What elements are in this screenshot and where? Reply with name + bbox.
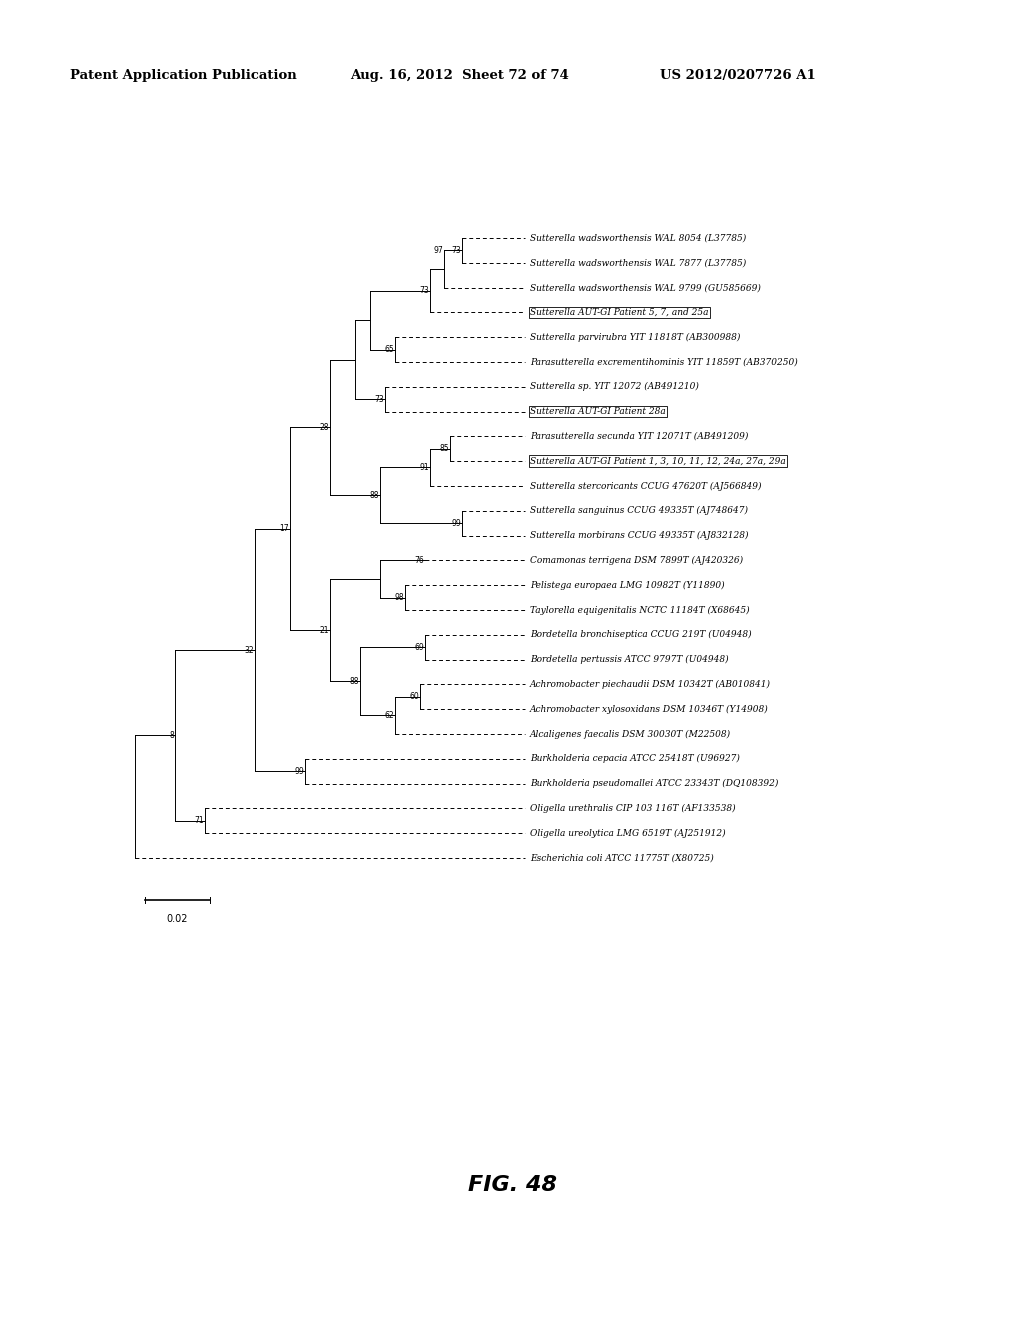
Text: 88: 88 (349, 677, 359, 686)
Text: 71: 71 (195, 816, 204, 825)
Text: 91: 91 (420, 463, 429, 471)
Text: FIG. 48: FIG. 48 (468, 1175, 556, 1195)
Text: 32: 32 (245, 645, 254, 655)
Text: 85: 85 (439, 445, 449, 453)
Text: 28: 28 (319, 422, 329, 432)
Text: 73: 73 (374, 395, 384, 404)
Text: 0.02: 0.02 (167, 913, 188, 924)
Text: 60: 60 (410, 692, 419, 701)
Text: 88: 88 (370, 491, 379, 500)
Text: 99: 99 (294, 767, 304, 776)
Text: Sutterella sanguinus CCUG 49335T (AJ748647): Sutterella sanguinus CCUG 49335T (AJ7486… (530, 507, 748, 515)
Text: 17: 17 (280, 524, 289, 533)
Text: 62: 62 (384, 711, 394, 719)
Text: Sutterella wadsworthensis WAL 8054 (L37785): Sutterella wadsworthensis WAL 8054 (L377… (530, 234, 746, 243)
Text: Parasutterella secunda YIT 12071T (AB491209): Parasutterella secunda YIT 12071T (AB491… (530, 432, 749, 441)
Text: Achromobacter xylosoxidans DSM 10346T (Y14908): Achromobacter xylosoxidans DSM 10346T (Y… (530, 705, 769, 714)
Text: US 2012/0207726 A1: US 2012/0207726 A1 (660, 69, 816, 82)
Text: Bordetella bronchiseptica CCUG 219T (U04948): Bordetella bronchiseptica CCUG 219T (U04… (530, 630, 752, 639)
Text: Burkholderia pseudomallei ATCC 23343T (DQ108392): Burkholderia pseudomallei ATCC 23343T (D… (530, 779, 778, 788)
Text: Taylorella equigenitalis NCTC 11184T (X68645): Taylorella equigenitalis NCTC 11184T (X6… (530, 606, 750, 615)
Text: Parasutterella excrementihominis YIT 11859T (AB370250): Parasutterella excrementihominis YIT 118… (530, 358, 798, 367)
Text: Alcaligenes faecalis DSM 30030T (M22508): Alcaligenes faecalis DSM 30030T (M22508) (530, 730, 731, 739)
Text: 99: 99 (452, 519, 461, 528)
Text: 21: 21 (319, 626, 329, 635)
Text: Bordetella pertussis ATCC 9797T (U04948): Bordetella pertussis ATCC 9797T (U04948) (530, 655, 729, 664)
Text: Sutterella parvirubra YIT 11818T (AB300988): Sutterella parvirubra YIT 11818T (AB3009… (530, 333, 740, 342)
Text: Escherichia coli ATCC 11775T (X80725): Escherichia coli ATCC 11775T (X80725) (530, 854, 714, 862)
Text: Sutterella stercoricants CCUG 47620T (AJ566849): Sutterella stercoricants CCUG 47620T (AJ… (530, 482, 762, 491)
Text: Sutterella wadsworthensis WAL 9799 (GU585669): Sutterella wadsworthensis WAL 9799 (GU58… (530, 282, 761, 292)
Text: Patent Application Publication: Patent Application Publication (70, 69, 297, 82)
Text: 73: 73 (419, 286, 429, 296)
Text: Oligella urethralis CIP 103 116T (AF133538): Oligella urethralis CIP 103 116T (AF1335… (530, 804, 735, 813)
Text: Sutterella AUT-GI Patient 28a: Sutterella AUT-GI Patient 28a (530, 407, 666, 416)
Text: Comamonas terrigena DSM 7899T (AJ420326): Comamonas terrigena DSM 7899T (AJ420326) (530, 556, 743, 565)
Text: Aug. 16, 2012  Sheet 72 of 74: Aug. 16, 2012 Sheet 72 of 74 (350, 69, 569, 82)
Text: 76: 76 (415, 556, 424, 565)
Text: Sutterella AUT-GI Patient 5, 7, and 25a: Sutterella AUT-GI Patient 5, 7, and 25a (530, 308, 709, 317)
Text: Achromobacter piechaudii DSM 10342T (AB010841): Achromobacter piechaudii DSM 10342T (AB0… (530, 680, 771, 689)
Text: Sutterella AUT-GI Patient 1, 3, 10, 11, 12, 24a, 27a, 29a: Sutterella AUT-GI Patient 1, 3, 10, 11, … (530, 457, 785, 466)
Text: Oligella ureolytica LMG 6519T (AJ251912): Oligella ureolytica LMG 6519T (AJ251912) (530, 829, 726, 838)
Text: Burkholderia cepacia ATCC 25418T (U96927): Burkholderia cepacia ATCC 25418T (U96927… (530, 754, 740, 763)
Text: 97: 97 (433, 246, 443, 255)
Text: Sutterella wadsworthensis WAL 7877 (L37785): Sutterella wadsworthensis WAL 7877 (L377… (530, 259, 746, 267)
Text: 8: 8 (169, 731, 174, 741)
Text: 65: 65 (384, 345, 394, 354)
Text: Sutterella sp. YIT 12072 (AB491210): Sutterella sp. YIT 12072 (AB491210) (530, 383, 698, 391)
Text: Sutterella morbirans CCUG 49335T (AJ832128): Sutterella morbirans CCUG 49335T (AJ8321… (530, 531, 749, 540)
Text: 98: 98 (394, 593, 404, 602)
Text: 69: 69 (415, 643, 424, 652)
Text: 73: 73 (452, 246, 461, 255)
Text: Pelistega europaea LMG 10982T (Y11890): Pelistega europaea LMG 10982T (Y11890) (530, 581, 725, 590)
